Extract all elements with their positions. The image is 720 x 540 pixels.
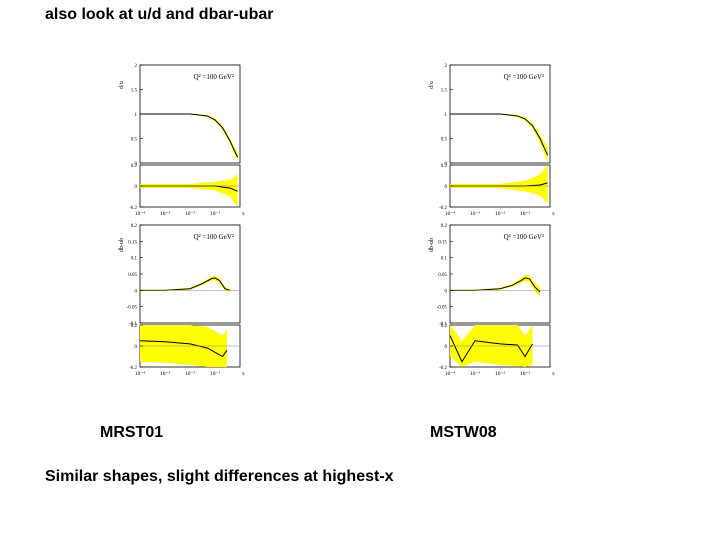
y-tick-label: 0.2 xyxy=(131,164,138,169)
panel-2: 0.2 0.15 0.1 0.05 0 -0.05 -0.1 db-ub Q² =100 GeV… xyxy=(119,224,241,327)
error-band xyxy=(140,174,238,207)
panel-3: 0.2 0 -0.210⁻⁴ 10⁻³ 10⁻² 10⁻¹ x xyxy=(129,324,245,377)
y-tick-label: 0 xyxy=(135,185,138,190)
x-tick-label: 10⁻³ xyxy=(470,211,480,217)
y-axis-label: db-ub xyxy=(119,238,125,252)
y-tick-label: 2 xyxy=(445,64,448,69)
x-tick-label: 10⁻² xyxy=(495,211,505,217)
panel-0: 2 1.5 1 0.5 0 d/u Q² =100 GeV² xyxy=(119,64,241,167)
x-tick-label: 10⁻⁴ xyxy=(135,371,145,377)
y-tick-label: 0 xyxy=(445,185,448,190)
panel-frame xyxy=(449,224,551,324)
y-tick-label: -0.05 xyxy=(127,306,138,311)
y-tick-label: 0.15 xyxy=(438,240,447,245)
panel-annotation: Q² =100 GeV² xyxy=(504,73,544,81)
central-curve xyxy=(449,335,533,363)
central-curve xyxy=(140,113,239,158)
error-band xyxy=(450,165,548,204)
x-tick-label: 10⁻² xyxy=(185,371,195,377)
central-curve xyxy=(450,113,549,156)
x-tick-label: 10⁻³ xyxy=(160,211,170,217)
y-tick-label: 0 xyxy=(445,345,448,350)
y-tick-label: 0 xyxy=(135,345,138,350)
x-tick-label: 10⁻² xyxy=(185,211,195,217)
x-tick-label: 10⁻³ xyxy=(160,371,170,377)
y-tick-label: 0.2 xyxy=(441,324,448,329)
y-tick-label: -0.05 xyxy=(437,306,448,311)
y-tick-label: 0.05 xyxy=(128,273,137,278)
y-tick-label: 0.2 xyxy=(131,224,138,229)
x-tick-label: 10⁻¹ xyxy=(210,211,220,217)
caption-mstw08: MSTW08 xyxy=(430,424,497,441)
y-tick-label: 0.5 xyxy=(131,138,138,143)
panel-1: 0.20-0.210⁻⁴ 10⁻³ 10⁻² 10⁻¹ x xyxy=(439,164,555,217)
panel-annotation: Q² =100 GeV² xyxy=(504,233,544,241)
x-tick-label: 10⁻¹ xyxy=(520,371,530,377)
panel-3: 0.2 0 -0.210⁻⁴ 10⁻³ 10⁻² 10⁻¹ x xyxy=(439,324,555,377)
y-tick-label: 1.5 xyxy=(441,89,448,94)
caption-mrst01: MRST01 xyxy=(100,424,164,441)
y-tick-label: 0.2 xyxy=(441,164,448,169)
x-tick-label: 10⁻¹ xyxy=(520,211,530,217)
y-tick-label: 0.15 xyxy=(128,240,137,245)
y-tick-label: 0 xyxy=(445,162,448,167)
y-axis-label: d/u xyxy=(429,81,435,89)
y-tick-label: 0.2 xyxy=(441,224,448,229)
x-tick-label: 10⁻⁴ xyxy=(135,211,145,217)
x-tick-label: 10⁻² xyxy=(495,371,505,377)
x-tick-label: x xyxy=(552,371,555,377)
panel-frame xyxy=(139,224,241,324)
x-tick-label: x xyxy=(242,211,245,217)
y-tick-label: 0.5 xyxy=(441,138,448,143)
y-tick-label: 0 xyxy=(445,289,448,294)
y-tick-label: -0.2 xyxy=(439,366,447,371)
x-tick-label: x xyxy=(552,211,555,217)
y-axis-label: d/u xyxy=(119,81,125,89)
y-tick-label: 0.2 xyxy=(131,324,138,329)
panel-0: 2 1.5 1 0.5 0 d/u Q² =100 GeV² xyxy=(429,64,551,167)
x-tick-label: 10⁻⁴ xyxy=(445,371,455,377)
y-tick-label: 2 xyxy=(135,64,138,69)
x-tick-label: x xyxy=(242,371,245,377)
y-tick-label: 0 xyxy=(135,289,138,294)
x-tick-label: 10⁻⁴ xyxy=(445,211,455,217)
y-tick-label: -0.1 xyxy=(129,322,137,327)
y-axis-label: db-ub xyxy=(429,238,435,252)
y-tick-label: 0.1 xyxy=(131,257,138,262)
y-tick-label: -0.1 xyxy=(439,322,447,327)
x-tick-label: 10⁻³ xyxy=(470,371,480,377)
slide-title: also look at u/d and dbar-ubar xyxy=(45,6,274,23)
central-curve xyxy=(139,340,228,358)
panel-annotation: Q² =100 GeV² xyxy=(194,73,234,81)
y-tick-label: -0.2 xyxy=(129,366,137,371)
error-band xyxy=(140,275,231,292)
panel-annotation: Q² =100 GeV² xyxy=(194,233,234,241)
y-tick-label: 0 xyxy=(135,162,138,167)
slide-note: Similar shapes, slight differences at hi… xyxy=(45,468,394,485)
y-tick-label: 1 xyxy=(135,113,138,118)
panel-2: 0.2 0.15 0.1 0.05 0 -0.05 -0.1 db-ub Q² =100 GeV… xyxy=(429,224,551,327)
y-tick-label: 0.1 xyxy=(441,257,448,262)
y-tick-label: -0.2 xyxy=(129,206,137,211)
central-curve xyxy=(140,277,231,291)
x-tick-label: 10⁻¹ xyxy=(210,371,220,377)
y-tick-label: -0.2 xyxy=(439,206,447,211)
central-curve xyxy=(450,277,541,293)
panel-1: 0.20-0.210⁻⁴ 10⁻³ 10⁻² 10⁻¹ x xyxy=(129,164,245,217)
y-tick-label: 1.5 xyxy=(131,89,138,94)
y-tick-label: 1 xyxy=(445,113,448,118)
y-tick-label: 0.05 xyxy=(438,273,447,278)
